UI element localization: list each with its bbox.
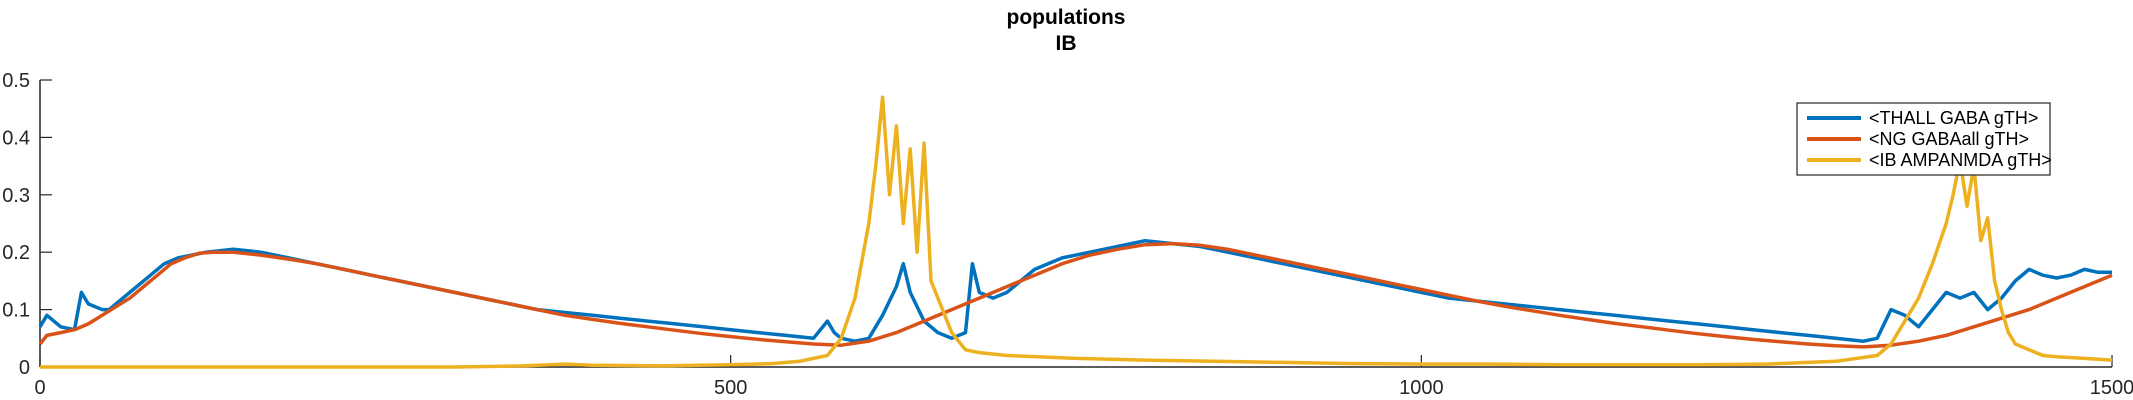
y-tick-label: 0.4 <box>2 127 30 149</box>
x-tick-label: 500 <box>714 377 747 399</box>
y-tick-label: 0.2 <box>2 242 30 264</box>
chart-title: populations <box>1007 6 1126 29</box>
axes: 0 500 1000 1500 0 0.1 0.2 0.3 0.4 0.5 <box>2 70 2133 399</box>
legend-label: <IB AMPANMDA gTH> <box>1869 150 2052 170</box>
y-tick-label: 0 <box>19 357 30 379</box>
series-line-1 <box>38 241 2113 349</box>
x-tick-label: 0 <box>34 377 45 399</box>
series-line-0 <box>38 238 2112 343</box>
y-tick-label: 0.1 <box>2 300 30 322</box>
x-tick-label: 1000 <box>1399 377 1444 399</box>
legend-label: <THALL GABA gTH> <box>1869 108 2038 128</box>
legend: <THALL GABA gTH><NG GABAall gTH><IB AMPA… <box>1796 102 2052 176</box>
chart-subtitle: IB <box>1056 32 1077 55</box>
y-tick-label: 0.5 <box>2 70 30 92</box>
y-tick-label: 0.3 <box>2 185 30 207</box>
x-tick-label: 1500 <box>2090 377 2133 399</box>
legend-label: <NG GABAall gTH> <box>1869 129 2029 149</box>
